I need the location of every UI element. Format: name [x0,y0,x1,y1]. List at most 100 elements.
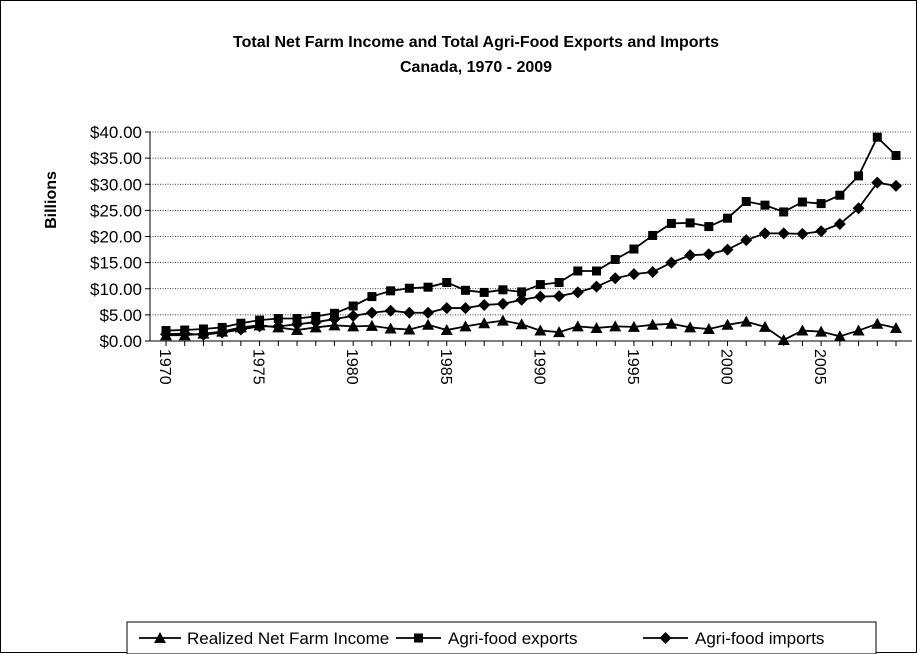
data-point [498,285,508,295]
data-point [816,199,826,209]
data-point [702,248,715,261]
data-point [291,318,304,331]
legend-marker [414,633,423,643]
data-point [573,266,583,276]
data-point [253,320,266,333]
data-point [347,320,360,332]
data-point [496,297,509,310]
data-point [590,280,603,293]
data-point [442,277,452,287]
data-point [216,326,229,339]
data-point [309,316,322,329]
data-point [721,318,734,330]
x-tick-label: 1975 [250,349,267,385]
y-tick-label: $0.00 [99,332,142,351]
series [160,132,902,345]
data-point [871,317,884,329]
data-point [646,266,659,279]
y-tick-label: $10.00 [90,280,142,299]
legend-marker [659,632,672,644]
data-point [796,227,809,240]
data-point [758,320,771,332]
data-point [553,326,566,338]
data-point [609,272,622,285]
data-point [440,324,453,336]
data-point [347,309,360,322]
data-point [835,190,845,200]
data-point [386,286,396,296]
data-point [648,230,658,240]
data-point [685,218,695,228]
legend: Realized Net Farm Income Agri-food export… [126,621,877,654]
data-point [779,207,789,217]
y-tick-label: $25.00 [90,201,142,220]
data-point [629,244,639,254]
data-point [721,243,734,256]
data-point [459,302,472,315]
data-point [384,322,397,334]
legend-label: Agri-food exports [448,629,577,648]
chart-title: Total Net Farm Income and Total Agri-Foo… [233,34,719,51]
axes: $0.00 $5.00 $10.00 $15.00 $20.00 $25.00 $30.00… [90,123,912,385]
data-point [422,318,435,330]
data-point [459,320,472,332]
data-point [255,315,265,325]
y-tick-label: $35.00 [90,149,142,168]
data-point [815,325,828,337]
data-point [367,292,377,302]
data-point [365,306,378,319]
data-point [833,217,846,230]
data-point [704,222,714,232]
data-point [665,256,678,269]
data-point [740,315,753,327]
data-point [553,290,566,303]
data-point [272,320,285,333]
data-point [833,330,846,342]
data-point [890,179,902,192]
data-point [852,324,865,336]
data-point [741,196,751,206]
data-point [554,277,564,287]
chart-subtitle: Canada, 1970 - 2009 [400,59,552,76]
data-point [666,218,676,228]
data-point [571,320,584,332]
y-tick-label: $40.00 [90,123,142,142]
data-point [515,293,528,306]
data-point [627,320,640,332]
data-point [479,287,489,297]
data-point [478,298,491,311]
x-tick-label: 1970 [156,349,173,385]
data-point [758,227,771,240]
data-point [610,254,620,264]
data-point [534,290,547,303]
data-point [178,327,191,340]
data-point [348,301,358,311]
data-point [723,213,733,223]
data-point [160,328,172,341]
data-point [234,323,247,336]
data-point [796,324,809,336]
legend-label: Agri-food imports [695,629,824,648]
data-point [478,317,491,329]
data-point [403,306,416,319]
x-tick-label: 1985 [437,349,454,385]
data-point [891,151,901,161]
data-point [646,318,659,330]
data-point [609,320,622,332]
y-tick-label: $15.00 [90,254,142,273]
x-tick-label: 1980 [343,349,360,385]
data-point [328,313,341,326]
data-point [384,304,397,317]
data-point [854,171,864,181]
x-tick-label: 2005 [811,349,828,385]
data-point [460,285,470,295]
data-point [890,321,902,333]
data-point [236,318,246,328]
data-point [273,314,283,324]
data-point [797,197,807,207]
data-point [403,323,416,335]
series-line [165,181,897,336]
data-point [590,321,603,333]
